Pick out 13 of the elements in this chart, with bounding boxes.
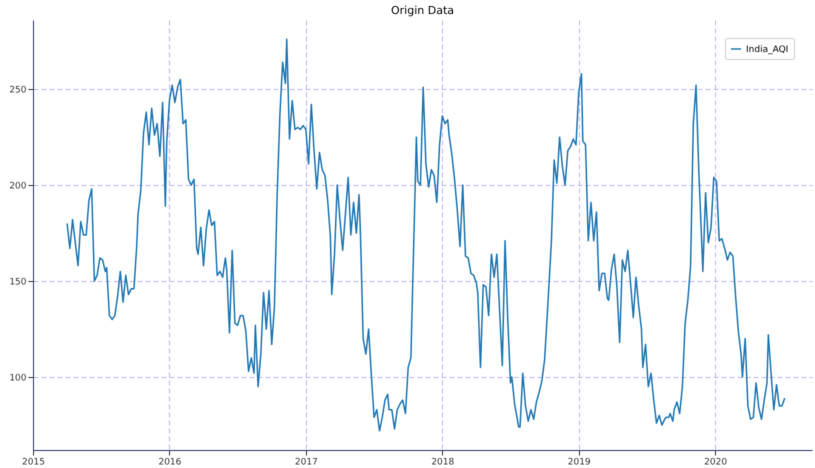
x-tick-label: 2020: [704, 458, 728, 468]
y-tick-label: 100: [9, 374, 27, 384]
x-tick-label: 2016: [158, 458, 182, 468]
y-tick-label: 150: [9, 278, 27, 288]
y-tick-label: 200: [9, 182, 27, 192]
chart-title: Origin Data: [390, 4, 454, 17]
x-tick-label: 2019: [568, 458, 591, 468]
x-tick-label: 2015: [22, 458, 45, 468]
y-tick-label: 250: [9, 86, 27, 96]
x-tick-label: 2018: [431, 458, 455, 468]
legend-label: India_AQI: [746, 45, 788, 55]
x-tick-label: 2017: [294, 458, 318, 468]
line-series: [66, 38, 786, 432]
